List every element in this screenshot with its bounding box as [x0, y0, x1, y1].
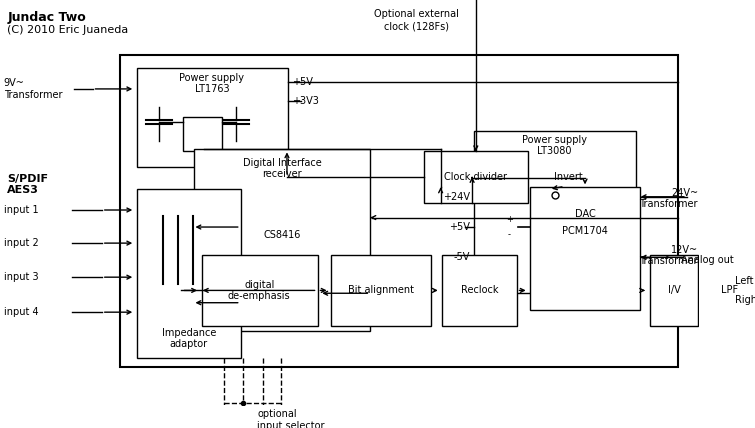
Bar: [137, 68, 288, 167]
Text: +5V: +5V: [291, 77, 313, 87]
Text: Right: Right: [735, 295, 755, 305]
Text: -: -: [507, 230, 510, 239]
Text: Jundac Two: Jundac Two: [8, 12, 86, 24]
Text: Invert: Invert: [553, 172, 582, 181]
Bar: [137, 189, 241, 357]
Text: I/V: I/V: [667, 285, 680, 295]
Text: Analog out: Analog out: [681, 255, 734, 265]
Text: Left: Left: [735, 276, 753, 286]
Bar: [650, 256, 698, 327]
Text: +5V: +5V: [449, 222, 470, 232]
Text: Optional external
clock (128Fs): Optional external clock (128Fs): [374, 9, 459, 31]
Bar: [120, 55, 677, 367]
Text: 12V~
Transformer: 12V~ Transformer: [639, 245, 698, 266]
Text: input 4: input 4: [4, 307, 39, 317]
Bar: [183, 117, 222, 152]
Bar: [424, 152, 528, 203]
Text: +: +: [506, 215, 513, 224]
Text: Power supply: Power supply: [522, 135, 587, 145]
Text: digital
de-emphasis: digital de-emphasis: [228, 279, 291, 301]
Text: Power supply: Power supply: [180, 73, 245, 83]
Text: input 2: input 2: [4, 238, 39, 248]
Text: (C) 2010 Eric Juaneda: (C) 2010 Eric Juaneda: [8, 24, 128, 35]
Text: PCM1704: PCM1704: [562, 226, 608, 236]
Bar: [194, 149, 370, 331]
Text: Transformer: Transformer: [4, 89, 62, 100]
Text: Bit alignment: Bit alignment: [348, 285, 414, 295]
Text: LT1763: LT1763: [195, 84, 230, 94]
Text: LT3080: LT3080: [538, 146, 572, 156]
Bar: [531, 187, 639, 310]
Bar: [331, 256, 431, 327]
Text: +24V: +24V: [443, 192, 470, 202]
Text: +3V3: +3V3: [291, 96, 319, 106]
Text: 24V~
Transformer: 24V~ Transformer: [639, 188, 698, 209]
Text: Impedance
adaptor: Impedance adaptor: [162, 328, 216, 349]
Bar: [442, 256, 516, 327]
Text: S/PDIF
AES3: S/PDIF AES3: [8, 174, 48, 195]
Text: Clock divider: Clock divider: [444, 172, 507, 182]
Text: receiver: receiver: [263, 169, 302, 179]
Bar: [202, 256, 318, 327]
Text: DAC: DAC: [575, 209, 596, 219]
Bar: [705, 256, 753, 327]
Bar: [474, 131, 636, 293]
Text: Digital Interface: Digital Interface: [243, 158, 322, 168]
Text: input 1: input 1: [4, 205, 39, 215]
Text: -5V: -5V: [454, 253, 470, 262]
Text: LPF: LPF: [721, 285, 738, 295]
Text: CS8416: CS8416: [263, 229, 301, 240]
Text: Reclock: Reclock: [461, 285, 498, 295]
Text: input 3: input 3: [4, 272, 39, 282]
Text: optional
input selector: optional input selector: [257, 409, 325, 428]
Text: 9V~: 9V~: [4, 78, 25, 88]
